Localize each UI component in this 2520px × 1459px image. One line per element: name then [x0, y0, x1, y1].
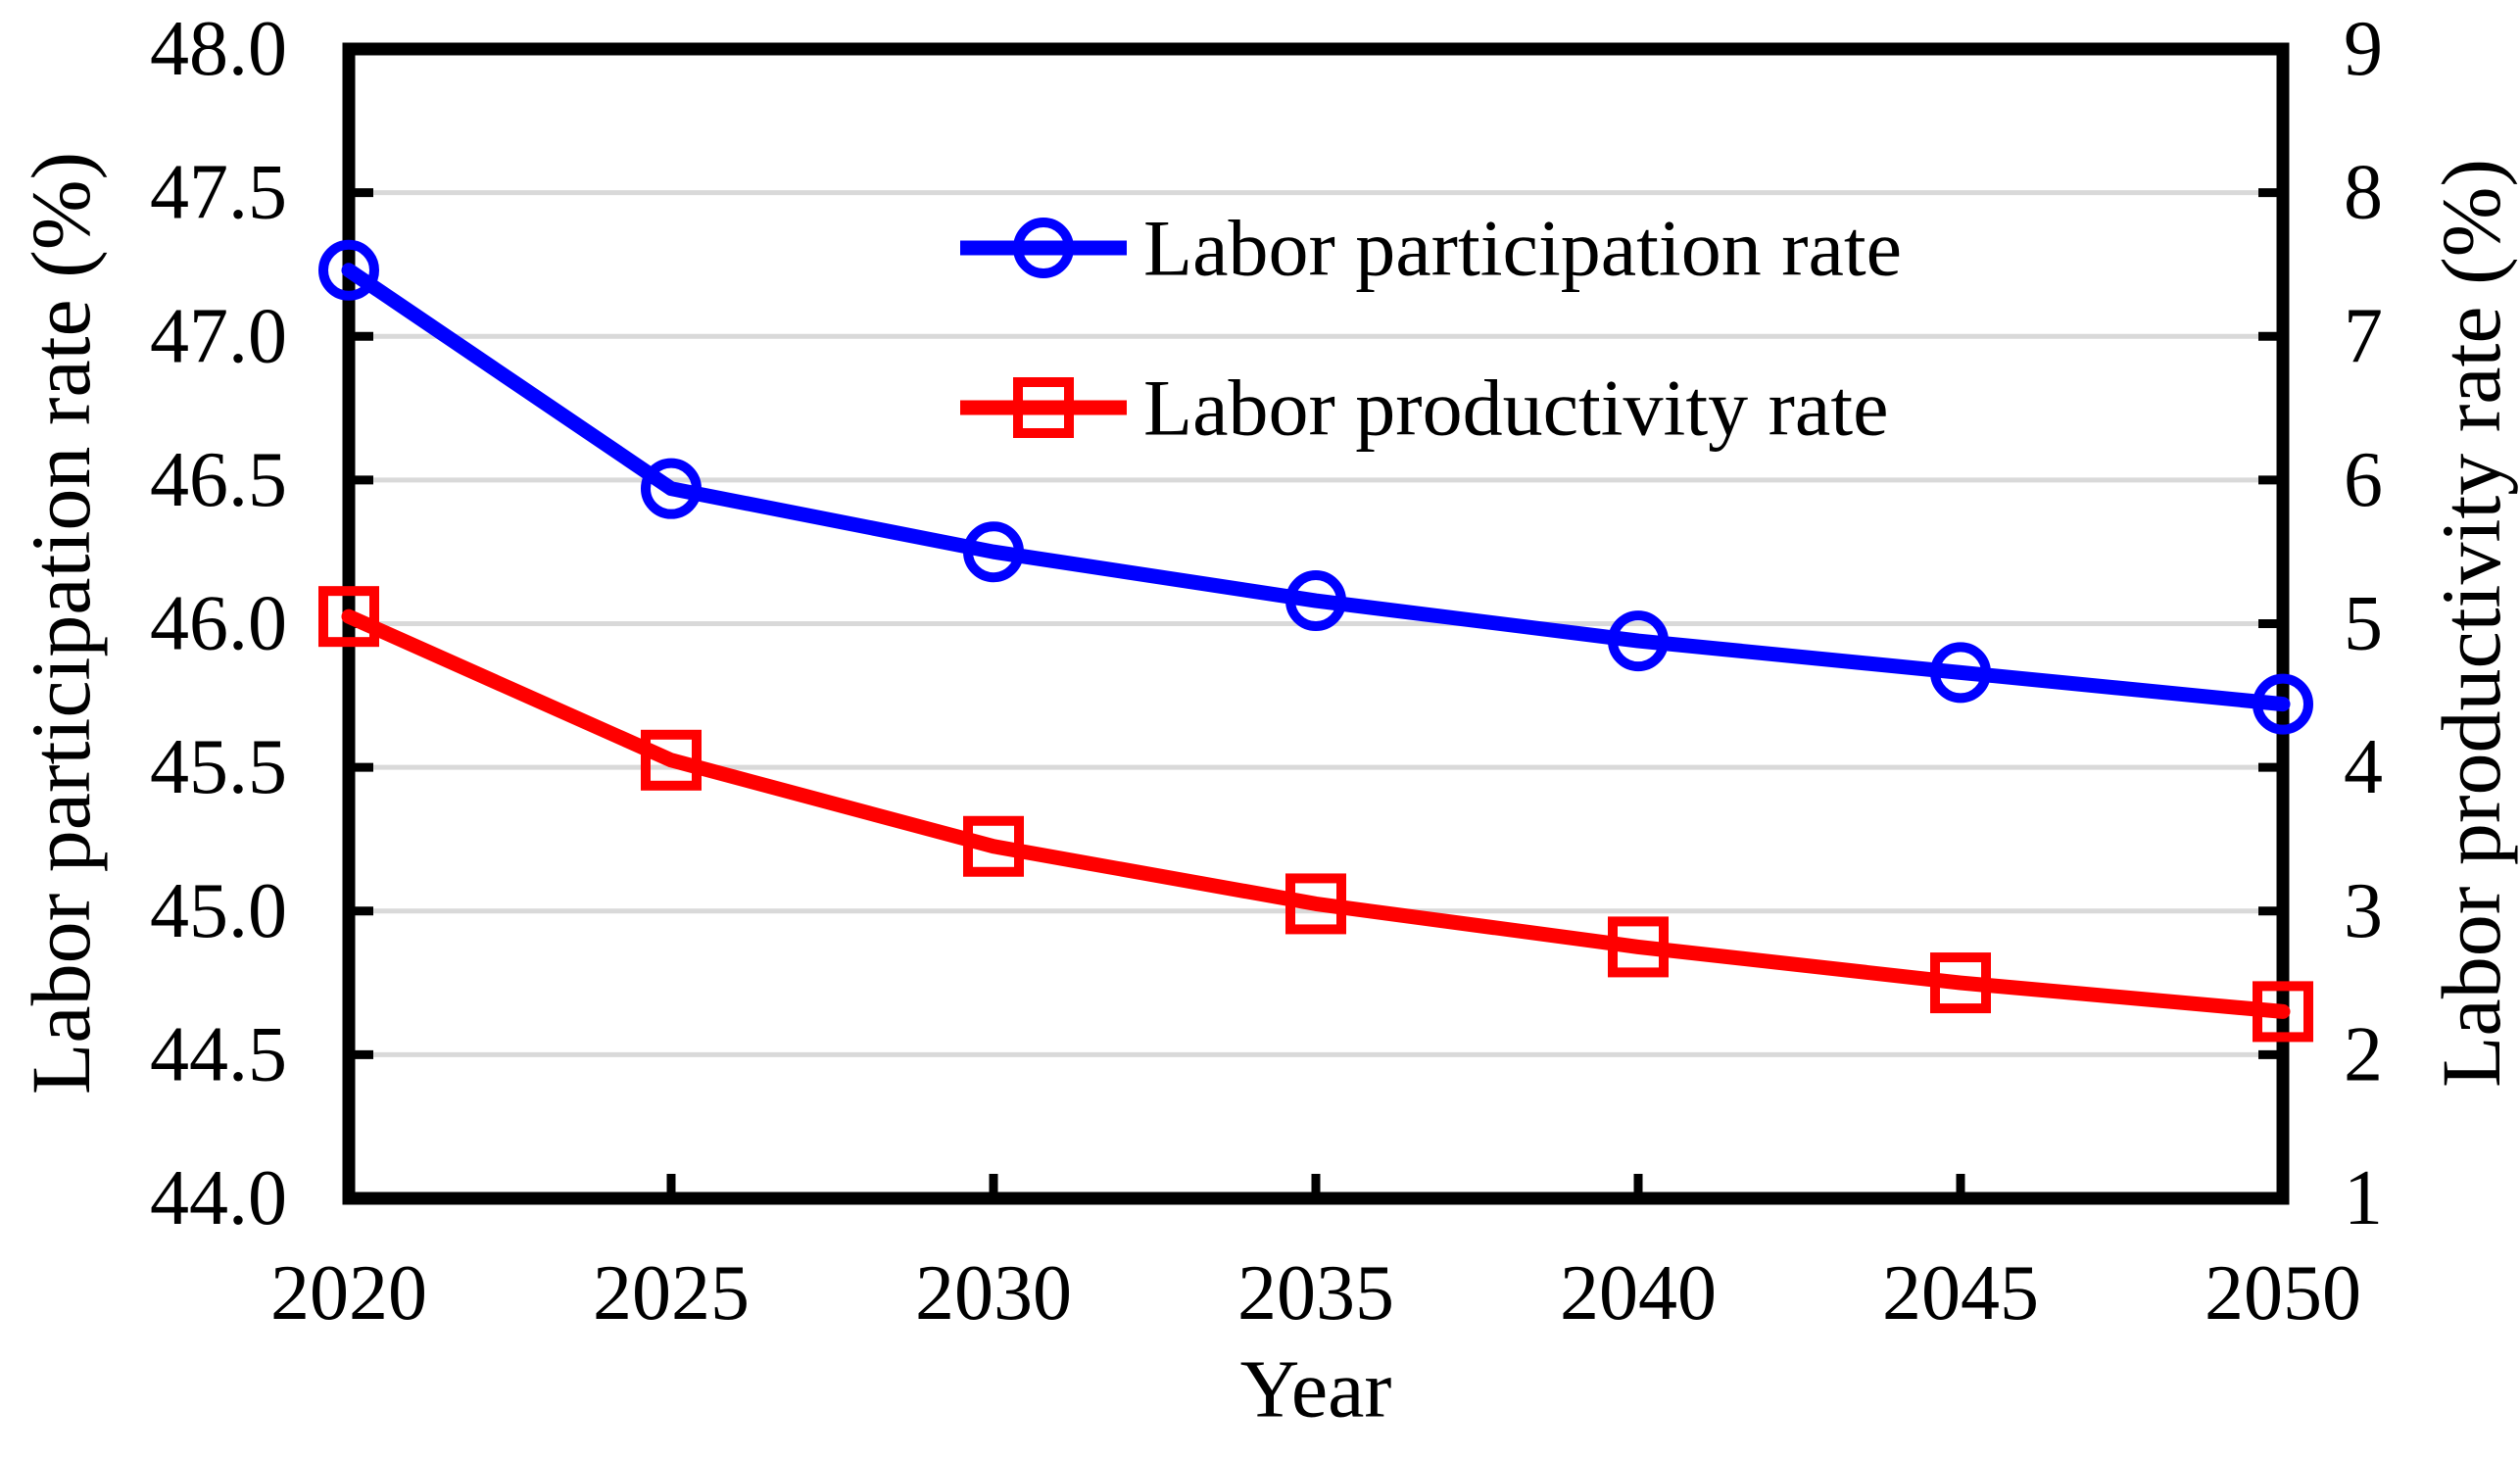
marker-circle-0: [2253, 673, 2313, 735]
left-tick-label: 45.5: [150, 724, 287, 810]
x-tick-label: 2030: [915, 1250, 1072, 1337]
marker-circle-0: [1930, 642, 1991, 704]
legend-marker-circle: [1013, 218, 1074, 278]
x-axis-title: Year: [1240, 1344, 1392, 1435]
x-tick-label: 2035: [1237, 1250, 1394, 1337]
right-axis-title: Labor productivity rate (%): [2424, 159, 2518, 1088]
right-tick-label: 5: [2344, 581, 2383, 667]
left-tick-label: 44.0: [150, 1155, 287, 1241]
marker-circle-0: [1285, 570, 1346, 632]
right-tick-label: 7: [2344, 293, 2383, 379]
legend-marker-square: [1013, 377, 1074, 438]
legend-label-0: Labor participation rate: [1143, 204, 1902, 293]
left-axis-title: Labor participation rate (%): [14, 152, 108, 1094]
marker-circle-0: [318, 239, 379, 301]
marker-square-1: [318, 586, 379, 648]
left-tick-label: 44.5: [150, 1011, 287, 1097]
right-tick-label: 3: [2344, 868, 2383, 954]
x-tick-label: 2045: [1882, 1250, 2039, 1337]
left-tick-label: 47.0: [150, 293, 287, 379]
marker-square-1: [963, 815, 1024, 877]
marker-square-1: [1608, 916, 1669, 978]
marker-square-1: [1285, 873, 1346, 935]
marker-circle-0: [641, 458, 702, 519]
left-tick-label: 48.0: [150, 6, 287, 92]
marker-square-1: [2253, 981, 2313, 1043]
marker-square-1: [641, 729, 702, 791]
x-tick-label: 2020: [270, 1250, 427, 1337]
right-tick-label: 8: [2344, 150, 2383, 236]
x-tick-label: 2025: [593, 1250, 750, 1337]
marker-circle-0: [963, 521, 1024, 583]
x-tick-label: 2050: [2205, 1250, 2361, 1337]
legend-label-1: Labor productivity rate: [1143, 364, 1889, 453]
right-tick-label: 9: [2344, 6, 2383, 92]
series-line-1: [341, 608, 2291, 1019]
marker-circle-0: [1608, 610, 1669, 672]
marker-square-1: [1930, 952, 1991, 1014]
series-line-0: [341, 263, 2291, 712]
left-tick-label: 45.0: [150, 868, 287, 954]
left-tick-label: 47.5: [150, 150, 287, 236]
right-tick-label: 4: [2344, 724, 2383, 810]
x-tick-label: 2040: [1560, 1250, 1717, 1337]
right-tick-label: 6: [2344, 437, 2383, 523]
right-tick-label: 2: [2344, 1011, 2383, 1097]
left-tick-label: 46.5: [150, 437, 287, 523]
left-tick-label: 46.0: [150, 581, 287, 667]
right-tick-label: 1: [2344, 1155, 2383, 1241]
